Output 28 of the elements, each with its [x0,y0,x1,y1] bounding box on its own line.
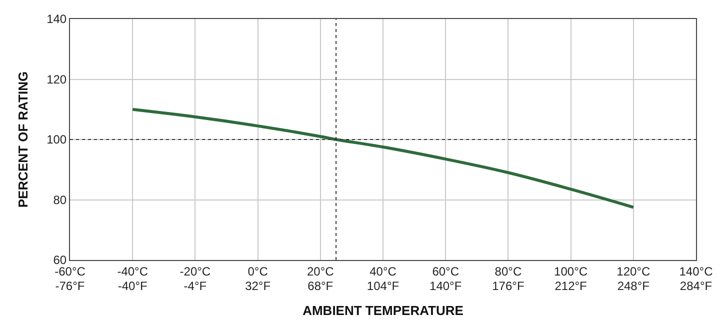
x-tick-label: 120°C [616,264,650,278]
x-tick-label: 140°C [679,264,714,278]
x-tick-label: 40°C [370,264,397,278]
x-tick-label: 0°C [248,264,268,278]
x2-tick-label: -76°F [55,279,85,293]
x-tick-label: 60°C [432,264,460,278]
x2-tick-label: -4°F [184,279,207,293]
x2-tick-label: -40°F [118,279,148,293]
y-tick-label: 80 [53,192,67,207]
x2-tick-label: 176°F [492,279,524,293]
x-tick-label: -20°C [180,264,211,278]
x-tick-label: -40°C [117,264,148,278]
x-axis-title: AMBIENT TEMPERATURE [302,303,464,318]
x-tick-label: 100°C [554,264,588,278]
x-tick-label: 20°C [306,264,334,278]
x2-tick-label: 284°F [680,279,712,293]
y-tick-label: 120 [46,72,67,86]
x2-tick-label: 140°F [430,279,462,293]
y-tick-label: 100 [46,132,67,147]
x2-tick-label: 104°F [366,279,400,293]
x2-tick-label: 212°F [554,279,587,293]
line-series [131,108,635,209]
y-axis-title: PERCENT OF RATING [16,71,31,208]
x2-tick-label: 248°F [617,279,650,293]
y-tick-label: 140 [46,12,67,26]
x2-tick-label: 32°F [245,279,271,293]
x-tick-label: 80°C [494,264,522,278]
x2-tick-label: 68°F [308,279,334,293]
